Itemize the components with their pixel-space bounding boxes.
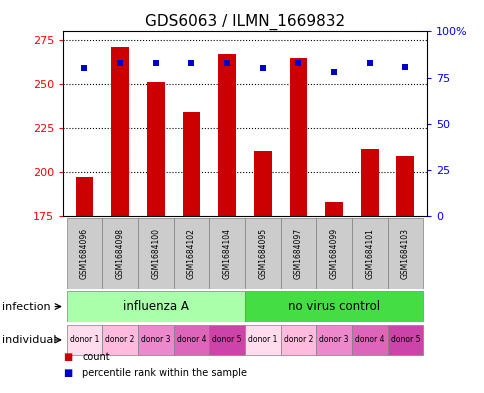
- Bar: [280, 218, 316, 289]
- Point: [401, 63, 408, 70]
- Text: GSM1684095: GSM1684095: [257, 228, 267, 279]
- Text: donor 4: donor 4: [176, 336, 206, 344]
- Bar: [66, 218, 102, 289]
- Point: [80, 65, 88, 72]
- Point: [258, 65, 266, 72]
- Bar: [102, 325, 137, 355]
- Bar: [147, 83, 165, 216]
- Text: infection: infection: [2, 301, 51, 312]
- Text: donor 3: donor 3: [318, 336, 348, 344]
- Text: GSM1684098: GSM1684098: [115, 228, 124, 279]
- Text: no virus control: no virus control: [287, 300, 379, 313]
- Text: ■: ■: [63, 352, 72, 362]
- Bar: [387, 218, 423, 289]
- Point: [294, 60, 302, 66]
- Point: [151, 60, 159, 66]
- Text: donor 5: donor 5: [390, 336, 419, 344]
- Text: GSM1684102: GSM1684102: [186, 228, 196, 279]
- Point: [365, 60, 373, 66]
- Point: [187, 60, 195, 66]
- Bar: [280, 325, 316, 355]
- Bar: [173, 218, 209, 289]
- Point: [223, 60, 230, 66]
- Bar: [244, 325, 280, 355]
- Bar: [137, 218, 173, 289]
- Bar: [316, 325, 351, 355]
- Text: donor 5: donor 5: [212, 336, 242, 344]
- Text: individual: individual: [2, 335, 57, 345]
- Bar: [316, 218, 351, 289]
- Bar: [218, 54, 236, 216]
- Text: GSM1684104: GSM1684104: [222, 228, 231, 279]
- Bar: [244, 292, 423, 321]
- Bar: [137, 325, 173, 355]
- Text: percentile rank within the sample: percentile rank within the sample: [82, 368, 247, 378]
- Bar: [351, 325, 387, 355]
- Bar: [209, 218, 244, 289]
- Text: GSM1684100: GSM1684100: [151, 228, 160, 279]
- Text: donor 3: donor 3: [141, 336, 170, 344]
- Bar: [351, 218, 387, 289]
- Bar: [111, 47, 129, 216]
- Bar: [182, 112, 200, 216]
- Bar: [76, 178, 93, 216]
- Text: ■: ■: [63, 368, 72, 378]
- Text: GSM1684103: GSM1684103: [400, 228, 409, 279]
- Bar: [102, 218, 137, 289]
- Point: [330, 69, 337, 75]
- Bar: [253, 151, 271, 216]
- Bar: [209, 325, 244, 355]
- Bar: [244, 218, 280, 289]
- Text: donor 1: donor 1: [247, 336, 277, 344]
- Text: influenza A: influenza A: [122, 300, 188, 313]
- Text: GSM1684097: GSM1684097: [293, 228, 302, 279]
- Bar: [360, 149, 378, 216]
- Text: GSM1684096: GSM1684096: [80, 228, 89, 279]
- Text: donor 1: donor 1: [70, 336, 99, 344]
- Bar: [66, 325, 102, 355]
- Text: GSM1684101: GSM1684101: [364, 228, 374, 279]
- Bar: [66, 292, 244, 321]
- Title: GDS6063 / ILMN_1669832: GDS6063 / ILMN_1669832: [145, 14, 344, 30]
- Text: GSM1684099: GSM1684099: [329, 228, 338, 279]
- Bar: [395, 156, 413, 216]
- Bar: [289, 58, 307, 216]
- Bar: [387, 325, 423, 355]
- Text: count: count: [82, 352, 110, 362]
- Bar: [173, 325, 209, 355]
- Text: donor 2: donor 2: [105, 336, 135, 344]
- Text: donor 2: donor 2: [283, 336, 313, 344]
- Point: [116, 60, 124, 66]
- Bar: [324, 202, 342, 216]
- Text: donor 4: donor 4: [354, 336, 384, 344]
